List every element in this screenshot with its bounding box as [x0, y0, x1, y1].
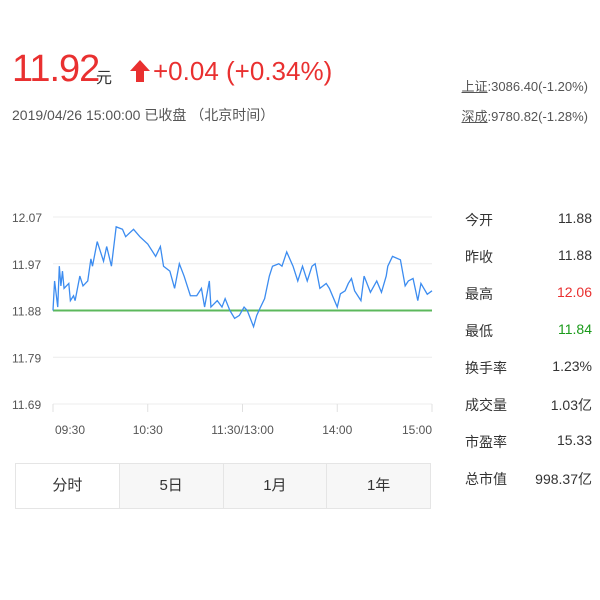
stat-value: 12.06: [556, 284, 592, 300]
stat-row: 昨收 11.88: [465, 247, 592, 284]
stat-row: 最高 12.06: [465, 284, 592, 321]
y-tick-label: 11.88: [12, 305, 41, 319]
y-tick-label: 11.79: [12, 351, 41, 365]
stat-value: 15.33: [556, 432, 592, 448]
x-tick-label: 09:30: [55, 423, 85, 437]
stat-label: 最低: [465, 323, 493, 339]
price-line: [52, 225, 433, 329]
stat-label: 总市值: [465, 471, 507, 487]
x-tick-label: 15:00: [402, 423, 432, 437]
x-tick-label: 11:30/13:00: [211, 423, 274, 437]
intraday-chart: 12.07 11.97 11.88 11.79 11.69 09:30 10:30 11:30…: [12, 211, 433, 437]
stat-label: 今开: [465, 212, 493, 228]
index-name-link[interactable]: 深成: [461, 109, 488, 124]
y-tick-label: 12.07: [12, 211, 42, 225]
stat-value: 1.03亿: [550, 397, 592, 413]
stat-row: 总市值 998.37亿: [465, 469, 592, 506]
stat-row: 最低 11.84: [465, 321, 592, 358]
tab-1[interactable]: 5日: [118, 464, 223, 508]
stat-row: 今开 11.88: [465, 210, 592, 247]
stat-label: 换手率: [465, 360, 507, 376]
stat-label: 成交量: [465, 397, 507, 413]
stat-label: 市盈率: [465, 434, 507, 450]
stat-value: 11.88: [558, 210, 592, 226]
stat-value: 11.88: [558, 247, 592, 263]
tab-0[interactable]: 分时: [16, 464, 119, 508]
current-price: 11.92: [12, 48, 100, 90]
tab-3[interactable]: 1年: [326, 464, 430, 508]
price-change: +0.04 (+0.34%): [153, 56, 333, 86]
stat-label: 昨收: [465, 249, 493, 265]
quote-datetime: 2019/04/26 15:00:00 已收盘 （北京时间）: [12, 107, 275, 123]
price-unit: 元: [96, 70, 113, 87]
stat-row: 市盈率 15.33: [465, 432, 592, 469]
index-shenzhen[interactable]: 深成:9780.82(-1.28%): [462, 106, 588, 125]
stats-panel: 今开 11.88 昨收 11.88 最高 12.06 最低 11.84 换手率 1.23% 成交量 1…: [465, 210, 592, 506]
stat-value: 11.84: [558, 321, 592, 337]
index-name-link[interactable]: 上证: [461, 79, 488, 94]
period-tabs: 分时 5日 1月 1年: [15, 463, 431, 509]
index-shanghai[interactable]: 上证:3086.40(-1.20%): [462, 76, 588, 95]
stat-label: 最高: [465, 286, 493, 302]
y-tick-label: 11.97: [12, 258, 41, 272]
stat-row: 成交量 1.03亿: [465, 395, 592, 432]
stat-value: 998.37亿: [535, 471, 592, 487]
stat-value: 1.23%: [552, 358, 592, 374]
x-tick-label: 10:30: [133, 423, 163, 437]
x-tick-label: 14:00: [322, 423, 352, 437]
stat-row: 换手率 1.23%: [465, 358, 592, 395]
index-value: :3086.40(-1.20%): [487, 79, 588, 94]
up-arrow-icon: [130, 60, 150, 82]
tab-2[interactable]: 1月: [222, 464, 327, 508]
y-tick-label: 11.69: [12, 398, 41, 412]
index-value: :9780.82(-1.28%): [487, 109, 588, 124]
